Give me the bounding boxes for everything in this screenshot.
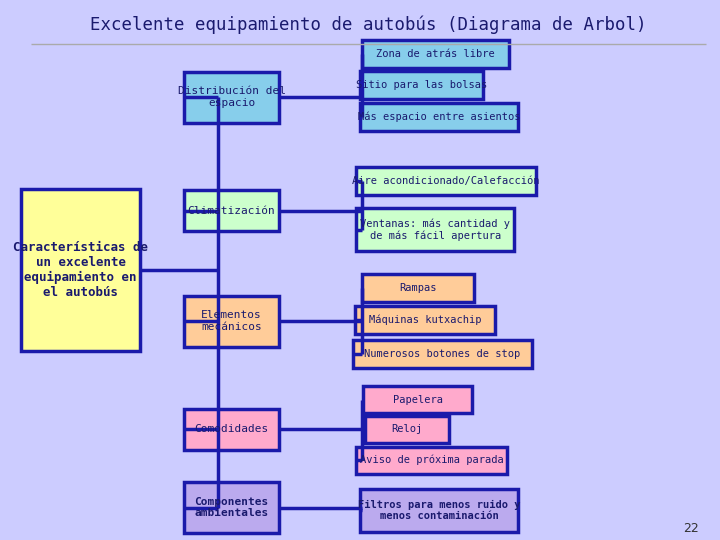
FancyBboxPatch shape — [184, 482, 279, 534]
FancyBboxPatch shape — [356, 167, 536, 195]
FancyBboxPatch shape — [21, 189, 140, 351]
Text: Climatización: Climatización — [188, 206, 276, 215]
FancyBboxPatch shape — [360, 103, 518, 131]
Text: Rampas: Rampas — [399, 283, 436, 293]
Text: 22: 22 — [683, 522, 699, 535]
FancyBboxPatch shape — [354, 306, 495, 334]
Text: Zona de atrás libre: Zona de atrás libre — [376, 49, 495, 59]
Text: Papelera: Papelera — [393, 395, 443, 404]
Text: Sitio para las bolsas: Sitio para las bolsas — [356, 80, 487, 90]
FancyBboxPatch shape — [184, 296, 279, 347]
FancyBboxPatch shape — [184, 191, 279, 231]
Text: Más espacio entre asientos: Más espacio entre asientos — [358, 112, 520, 123]
FancyBboxPatch shape — [360, 71, 483, 99]
Text: Aviso de próxima parada: Aviso de próxima parada — [360, 455, 504, 465]
FancyBboxPatch shape — [365, 416, 449, 443]
Text: Elementos
mecánicos: Elementos mecánicos — [201, 310, 262, 332]
Text: Reloj: Reloj — [392, 424, 423, 434]
FancyBboxPatch shape — [361, 40, 509, 68]
Text: Comodidades: Comodidades — [194, 424, 269, 434]
FancyBboxPatch shape — [356, 447, 508, 474]
FancyBboxPatch shape — [356, 208, 515, 251]
Text: Aire acondicionado/Calefacción: Aire acondicionado/Calefacción — [352, 176, 540, 186]
FancyBboxPatch shape — [364, 386, 472, 413]
FancyBboxPatch shape — [360, 489, 518, 532]
FancyBboxPatch shape — [361, 274, 474, 302]
Text: Distribución del
espacio: Distribución del espacio — [178, 86, 286, 108]
Text: Máquinas kutxachip: Máquinas kutxachip — [369, 314, 481, 325]
Text: Filtros para menos ruido y
menos contaminación: Filtros para menos ruido y menos contami… — [358, 500, 520, 521]
FancyBboxPatch shape — [184, 409, 279, 449]
Text: Componentes
ambientales: Componentes ambientales — [194, 497, 269, 518]
Text: Excelente equipamiento de autobús (Diagrama de Arbol): Excelente equipamiento de autobús (Diagr… — [91, 15, 647, 33]
Text: Ventanas: más cantidad y
de más fácil apertura: Ventanas: más cantidad y de más fácil ap… — [361, 218, 510, 241]
FancyBboxPatch shape — [353, 340, 532, 368]
Text: Numerosos botones de stop: Numerosos botones de stop — [364, 349, 521, 359]
Text: Características de
un excelente
equipamiento en
el autobús: Características de un excelente equipami… — [13, 241, 148, 299]
FancyBboxPatch shape — [184, 71, 279, 123]
